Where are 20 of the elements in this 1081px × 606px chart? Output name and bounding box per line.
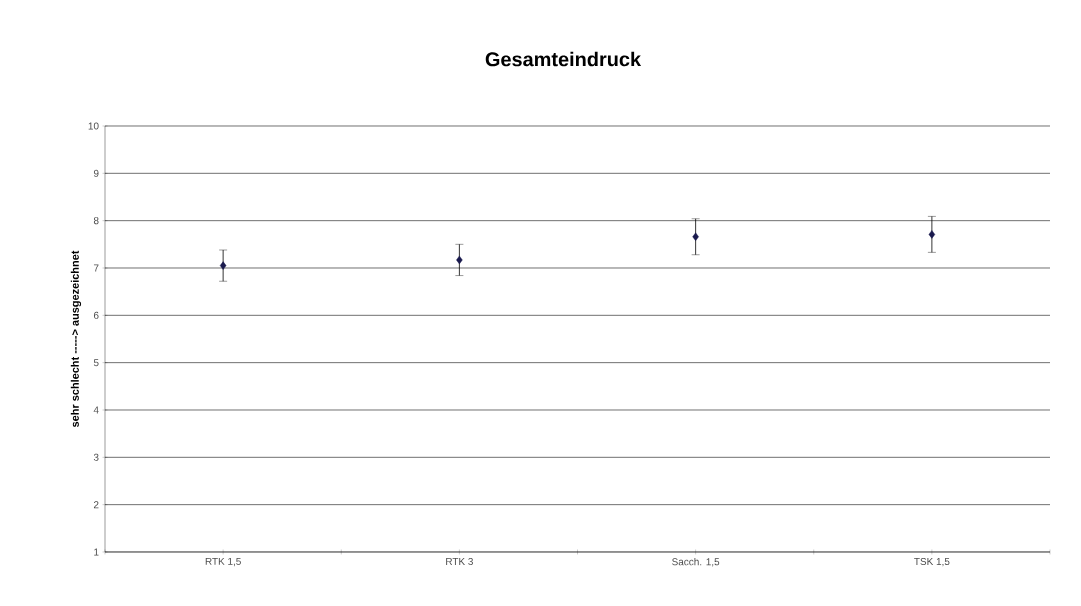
y-tick-label: 7 xyxy=(93,264,99,272)
x-tick-label: Sacch. 1,5 xyxy=(672,558,720,567)
y-tick-label: 3 xyxy=(93,453,99,461)
point xyxy=(219,261,227,270)
y-tick-label: 6 xyxy=(93,311,99,319)
point xyxy=(928,230,936,239)
chart-title: Gesamteindruck xyxy=(485,51,642,67)
x-tick-label: TSK 1,5 xyxy=(914,558,950,567)
y-tick-label: 8 xyxy=(93,217,99,225)
y-tick-label: 5 xyxy=(93,359,99,367)
y-axis-title: sehr schlecht -----> ausgezeichnet xyxy=(70,250,82,428)
x-tick-label: RTK 3 xyxy=(446,558,473,566)
y-tick-label: 2 xyxy=(93,501,99,509)
point xyxy=(456,255,463,265)
x-tick-label: RTK 1,5 xyxy=(205,558,241,567)
y-tick-label: 4 xyxy=(93,406,99,414)
y-tick-label: 9 xyxy=(93,169,99,177)
point xyxy=(692,232,699,241)
y-tick-label: 1 xyxy=(94,548,99,556)
y-tick-label: 10 xyxy=(88,122,99,130)
